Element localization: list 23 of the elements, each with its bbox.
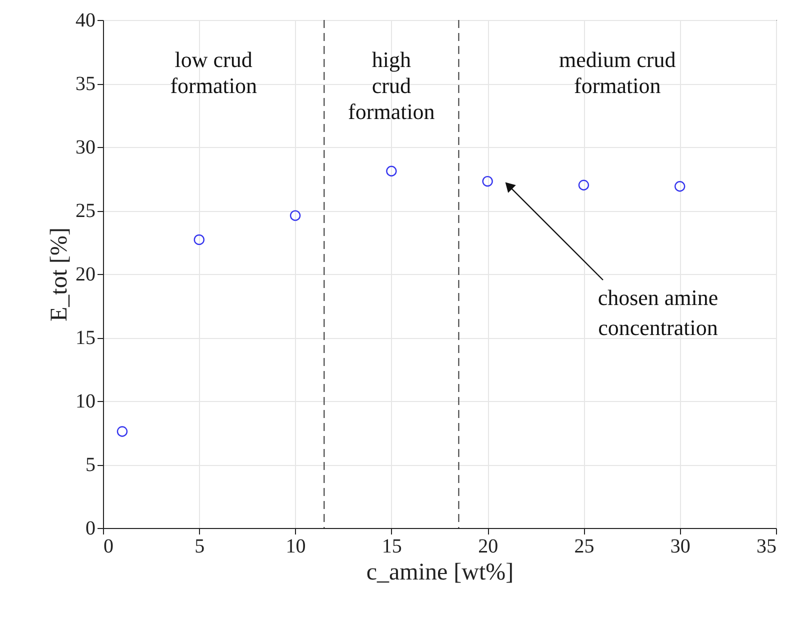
y-tick-label: 20 (76, 264, 96, 286)
x-axis-title: c_amine [wt%] (366, 560, 514, 586)
x-tick-label: 20 (478, 536, 498, 558)
y-tick-label: 10 (76, 390, 96, 412)
annotation: high crud formation (348, 47, 435, 124)
annotation: chosen amine concentration (598, 285, 718, 340)
x-tick-label: 35 (756, 536, 776, 558)
annotation: low crud formation (170, 47, 257, 98)
y-tick-label: 40 (76, 10, 96, 32)
y-tick-label: 30 (76, 136, 96, 158)
y-tick-label: 0 (86, 518, 96, 540)
y-tick-label: 15 (76, 327, 96, 349)
y-tick-label: 5 (86, 454, 96, 476)
x-tick-label: 5 (194, 536, 205, 558)
x-tick-label: 10 (286, 536, 306, 558)
y-tick-label: 35 (76, 73, 96, 95)
x-tick-label: 25 (574, 536, 594, 558)
y-tick-label: 25 (76, 200, 96, 222)
x-tick-label: 30 (670, 536, 690, 558)
x-tick-label: 15 (382, 536, 402, 558)
annotation: medium crud formation (559, 47, 676, 98)
x-tick-label: 0 (104, 536, 114, 558)
y-axis-title: E_tot [%] (46, 228, 72, 322)
